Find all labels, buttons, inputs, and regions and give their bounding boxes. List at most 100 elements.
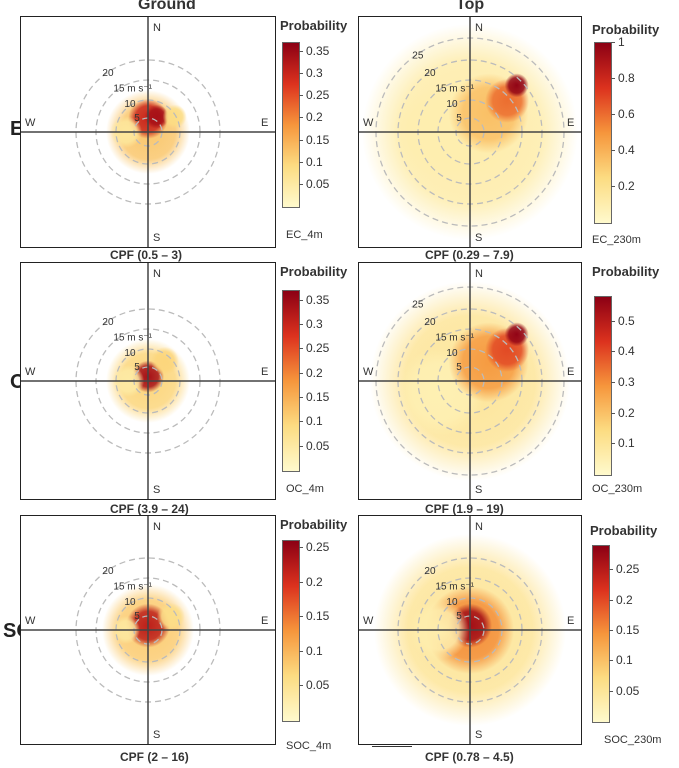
colorbar	[594, 296, 612, 476]
compass-label: E	[261, 366, 268, 378]
ring-label: 15 m s⁻¹	[435, 332, 474, 343]
colorbar	[592, 545, 610, 723]
colorbar-tickmark	[611, 381, 615, 383]
colorbar-tick-label: 0.15	[306, 132, 330, 147]
colorbar	[282, 42, 300, 208]
probability-blob	[504, 322, 529, 347]
polar-plot-soc_ground: 5 10 15 m s⁻¹ 20 N E S W	[20, 515, 276, 745]
colorbar-tickmark	[609, 569, 613, 571]
cpf-label: CPF (1.9 – 19)	[425, 502, 504, 516]
compass-label: E	[567, 615, 574, 627]
colorbar-tick-label: 0.1	[306, 154, 323, 169]
ring-label: 20	[424, 566, 436, 577]
colorbar-tickmark	[299, 183, 303, 185]
colorbar	[594, 42, 612, 224]
colorbar-tickmark	[299, 372, 303, 374]
ring-label: 5	[134, 113, 140, 124]
colorbar-tick-label: 0.05	[616, 683, 640, 698]
polar-plot-ec_ground: 5 10 15 m s⁻¹ 20 N E S W	[20, 16, 276, 248]
colorbar-tickmark	[299, 650, 303, 652]
ring-label: 5	[134, 362, 140, 373]
site-label: OC_230m	[592, 483, 643, 495]
colorbar-tick-label: 0.4	[618, 143, 635, 157]
baseline-rule	[372, 746, 412, 747]
colorbar-tick-label: 0.1	[616, 653, 633, 668]
ring-label: 20	[102, 317, 114, 328]
colorbar-tick-label: 0.15	[306, 390, 330, 405]
probability-blob	[504, 73, 529, 98]
colorbar-tick-label: 0.25	[306, 88, 330, 103]
colorbar-tick-label: 0.05	[306, 678, 330, 693]
colorbar-tickmark	[299, 685, 303, 687]
cpf-label: CPF (0.78 – 4.5)	[425, 750, 514, 764]
compass-label: W	[363, 615, 374, 627]
colorbar-tickmark	[611, 443, 615, 445]
polar-svg-soc_top: 5 10 15 m s⁻¹ 20 N E S W	[359, 516, 581, 744]
ring-label: 5	[134, 611, 140, 622]
compass-label: E	[567, 117, 574, 129]
compass-label: W	[25, 615, 36, 627]
ring-label: 10	[124, 99, 136, 110]
colorbar-tick-label: 0.1	[306, 643, 323, 658]
ring-label: 5	[456, 611, 462, 622]
colorbar-tickmark	[611, 186, 615, 187]
colorbar-tick-label: 0.3	[306, 317, 323, 332]
compass-label: N	[153, 22, 161, 34]
polar-svg-ec_ground: 5 10 15 m s⁻¹ 20 N E S W	[21, 17, 275, 247]
cpf-label: CPF (0.29 – 7.9)	[425, 248, 514, 262]
polar-plot-soc_top: 5 10 15 m s⁻¹ 20 N E S W	[358, 515, 582, 745]
colorbar-tickmark	[299, 50, 303, 52]
colorbar-tick-label: 0.25	[306, 539, 330, 554]
colorbar-tick-label: 0.15	[306, 609, 330, 624]
column-title-top: Top	[456, 0, 485, 13]
ring-label: 10	[124, 597, 136, 608]
ring-label: 20	[424, 68, 436, 79]
colorbar-tickmark	[299, 161, 303, 163]
colorbar-tickmark	[609, 599, 613, 601]
compass-label: E	[567, 366, 574, 378]
colorbar-title: Probability	[592, 264, 660, 279]
colorbar-tickmark	[299, 117, 303, 119]
colorbar-tickmark	[299, 324, 303, 326]
colorbar-title: Probability	[592, 22, 660, 37]
compass-label: E	[261, 615, 268, 627]
compass-label: S	[153, 484, 160, 496]
colorbar-tickmark	[609, 690, 613, 692]
colorbar-tickmark	[299, 581, 303, 583]
compass-label: N	[475, 22, 483, 34]
ring-label: 5	[456, 113, 462, 124]
ring-label: 15 m s⁻¹	[113, 581, 152, 592]
colorbar-tick-label: 0.05	[306, 176, 330, 191]
compass-label: S	[475, 484, 482, 496]
cpf-label: CPF (3.9 – 24)	[110, 502, 189, 516]
ring-label: 10	[446, 597, 458, 608]
polar-plot-oc_top: 5 10 15 m s⁻¹ 20 25 N E S W	[358, 262, 582, 500]
ring-label: 5	[456, 362, 462, 373]
colorbar-tickmark	[299, 616, 303, 618]
probability-blob	[156, 602, 185, 631]
cpf-label: CPF (2 – 16)	[120, 750, 189, 764]
ring-label: 15 m s⁻¹	[435, 83, 474, 94]
colorbar-tick-label: 0.1	[306, 414, 323, 429]
compass-label: W	[25, 117, 36, 129]
colorbar-tick-label: 0.15	[616, 622, 640, 637]
colorbar-tickmark	[611, 351, 615, 353]
probability-blob	[162, 104, 187, 129]
colorbar-tickmark	[609, 629, 613, 631]
colorbar-tick-label: 0.25	[616, 562, 640, 577]
ring-label: 10	[124, 348, 136, 359]
probability-blob	[150, 346, 179, 375]
ring-label: 25	[412, 300, 424, 311]
polar-plot-ec_top: 5 10 15 m s⁻¹ 20 25 N E S W	[358, 16, 582, 248]
compass-label: N	[153, 268, 161, 280]
colorbar-tickmark	[299, 546, 303, 548]
column-title-ground: Ground	[138, 0, 196, 13]
colorbar-title: Probability	[280, 517, 348, 532]
colorbar	[282, 540, 300, 722]
colorbar-tick-label: 0.5	[618, 313, 635, 328]
colorbar-tickmark	[611, 78, 615, 79]
site-label: SOC_4m	[286, 740, 332, 752]
colorbar-title: Probability	[590, 523, 658, 538]
ring-label: 15 m s⁻¹	[113, 332, 152, 343]
